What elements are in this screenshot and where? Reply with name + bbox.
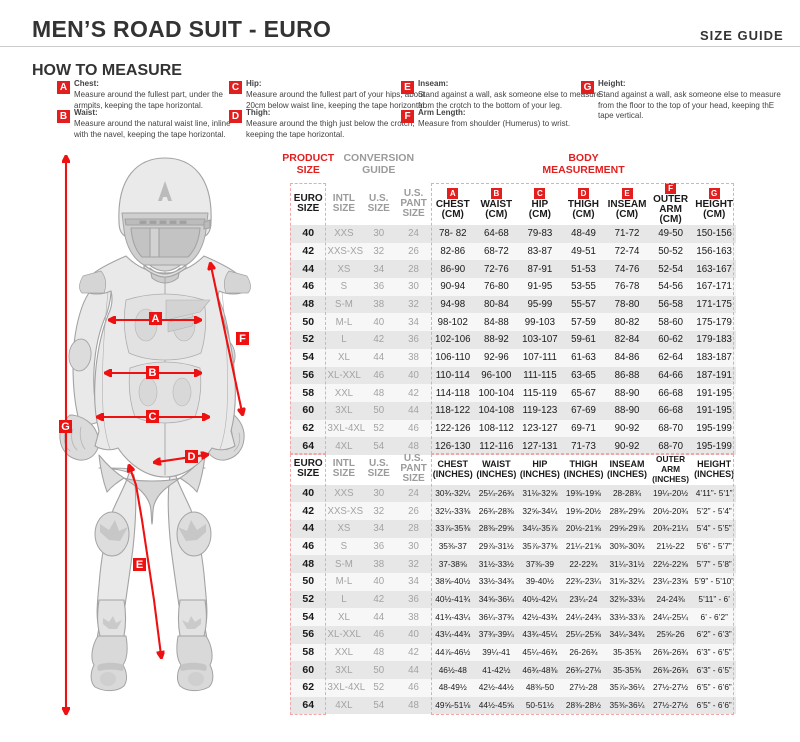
svg-text:A: A: [152, 313, 160, 325]
svg-text:E: E: [136, 559, 143, 571]
svg-text:B: B: [149, 367, 157, 379]
svg-text:D: D: [188, 451, 196, 463]
svg-text:F: F: [239, 333, 246, 345]
svg-text:G: G: [61, 421, 70, 433]
svg-text:C: C: [149, 411, 157, 423]
